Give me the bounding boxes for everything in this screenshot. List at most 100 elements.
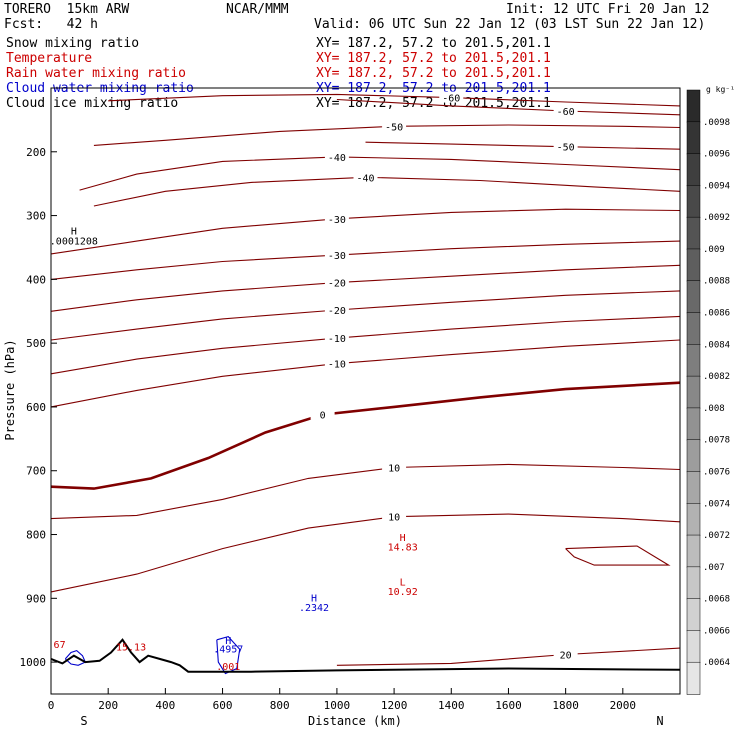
contour-label: -30 bbox=[328, 215, 346, 226]
contour-label: -10 bbox=[328, 334, 346, 345]
y-tick-label: 700 bbox=[26, 465, 46, 478]
contour-label-bg bbox=[324, 276, 349, 288]
y-axis: 200 300 400 500 600 700 800 900 1000 bbox=[20, 146, 57, 669]
contour-label-bg bbox=[553, 104, 578, 116]
field-annotation: .4957 bbox=[213, 645, 243, 656]
field-rain-label: Rain water mixing ratio bbox=[6, 66, 187, 81]
y-tick-label: 500 bbox=[26, 337, 46, 350]
contour-label: -10 bbox=[328, 360, 346, 371]
field-annotation: .2342 bbox=[299, 603, 329, 614]
cloud-water-contour bbox=[64, 649, 87, 666]
colorbar-swatch bbox=[686, 312, 701, 346]
contour-label: 10 bbox=[388, 513, 400, 524]
colorbar-label: .009 bbox=[703, 245, 725, 255]
temperature-contour bbox=[565, 545, 671, 566]
model-title: TORERO 15km ARW bbox=[4, 2, 130, 17]
field-annotation: .001 bbox=[216, 662, 240, 673]
colorbar-swatch bbox=[686, 471, 701, 505]
plot-frame bbox=[50, 87, 681, 695]
contour-label-bg bbox=[324, 303, 349, 315]
x-end-north: N bbox=[656, 714, 663, 728]
colorbar-swatch bbox=[686, 630, 701, 663]
y-axis-label: Pressure (hPa) bbox=[3, 339, 17, 440]
colorbar-swatch bbox=[686, 439, 701, 473]
contour-label: 20 bbox=[560, 650, 572, 661]
colorbar-swatch bbox=[686, 375, 701, 409]
cloud-water-contour bbox=[216, 635, 241, 675]
colorbar-label: .007 bbox=[703, 563, 725, 573]
contour-label-bg bbox=[310, 408, 335, 420]
contour-label: -20 bbox=[328, 279, 346, 290]
colorbar-swatch bbox=[686, 153, 701, 187]
temperature-contour bbox=[79, 156, 681, 191]
temperature-contour bbox=[50, 208, 681, 255]
contour-label-bg bbox=[439, 91, 464, 103]
field-annotation: H bbox=[71, 227, 77, 238]
y-tick-label: 900 bbox=[26, 592, 46, 605]
x-tick-label: 0 bbox=[48, 699, 55, 712]
colorbar: .0098 .0096 .0094 .0092 .009 .0088 .0086 .0084.… bbox=[686, 89, 730, 695]
temperature-contour bbox=[50, 290, 681, 341]
contour-label: -30 bbox=[328, 251, 346, 262]
contour-label-bg bbox=[553, 648, 578, 660]
contour-label-bg bbox=[324, 357, 349, 369]
temperature-contour bbox=[336, 98, 681, 116]
field-annotation: H bbox=[400, 533, 406, 544]
x-end-south: S bbox=[80, 714, 87, 728]
contour-label-bg bbox=[382, 461, 407, 473]
contour-label-bg bbox=[382, 120, 407, 132]
colorbar-swatch bbox=[686, 248, 701, 282]
colorbar-label: .008 bbox=[703, 404, 725, 414]
colorbar-swatch bbox=[686, 185, 701, 218]
colorbar-swatch bbox=[686, 598, 701, 632]
colorbar-label: .0074 bbox=[703, 499, 730, 509]
contour-label: 0 bbox=[320, 411, 326, 422]
field-cloudice-label: Cloud ice mixing ratio bbox=[6, 96, 179, 111]
forecast-hour: Fcst: 42 h bbox=[4, 17, 98, 32]
colorbar-swatch bbox=[686, 661, 701, 695]
contour-label-bg bbox=[382, 510, 407, 522]
contour-label-bg bbox=[353, 171, 378, 183]
contour-label: -60 bbox=[557, 107, 575, 118]
temperature-contour bbox=[50, 381, 681, 490]
colorbar-swatch bbox=[686, 89, 701, 123]
y-tick-label: 600 bbox=[26, 401, 46, 414]
colorbar-label: .0096 bbox=[703, 150, 730, 160]
contour-label: 10 bbox=[388, 464, 400, 475]
colorbar-label: .0086 bbox=[703, 309, 730, 319]
contour-label-bg bbox=[324, 249, 349, 261]
colorbar-swatch bbox=[686, 216, 701, 250]
colorbar-swatch bbox=[686, 121, 701, 155]
contour-label: -50 bbox=[557, 143, 575, 154]
x-tick-label: 1200 bbox=[381, 699, 408, 712]
field-annotation: 67 bbox=[54, 640, 66, 651]
field-annotation: 10.92 bbox=[388, 587, 418, 598]
colorbar-label: .0078 bbox=[703, 436, 730, 446]
contour-label: -40 bbox=[328, 153, 346, 164]
colorbar-label: .0094 bbox=[703, 181, 730, 191]
x-tick-label: 800 bbox=[270, 699, 290, 712]
x-tick-label: 1600 bbox=[495, 699, 522, 712]
x-tick-label: 2000 bbox=[610, 699, 637, 712]
colorbar-unit: g kg⁻¹ bbox=[706, 85, 735, 94]
colorbar-swatch bbox=[686, 503, 701, 536]
field-annotation: .0001208 bbox=[50, 236, 98, 247]
x-tick-label: 400 bbox=[155, 699, 175, 712]
contour-label: -60 bbox=[442, 94, 460, 105]
colorbar-label: .0072 bbox=[703, 531, 730, 541]
x-tick-label: 1000 bbox=[324, 699, 351, 712]
temperature-contour bbox=[50, 240, 681, 280]
x-tick-label: 1800 bbox=[552, 699, 579, 712]
field-annotation: L bbox=[400, 578, 406, 589]
org-label: NCAR/MMM bbox=[226, 2, 289, 17]
contour-label: -50 bbox=[385, 122, 403, 133]
field-temperature-xy: XY= 187.2, 57.2 to 201.5,201.1 bbox=[316, 51, 551, 66]
field-annotation: H bbox=[311, 594, 317, 605]
contour-label-bg bbox=[324, 150, 349, 162]
y-tick-label: 400 bbox=[26, 273, 46, 286]
temperature-contour bbox=[108, 93, 681, 107]
colorbar-label: .0068 bbox=[703, 595, 730, 605]
y-tick-label: 300 bbox=[26, 210, 46, 223]
